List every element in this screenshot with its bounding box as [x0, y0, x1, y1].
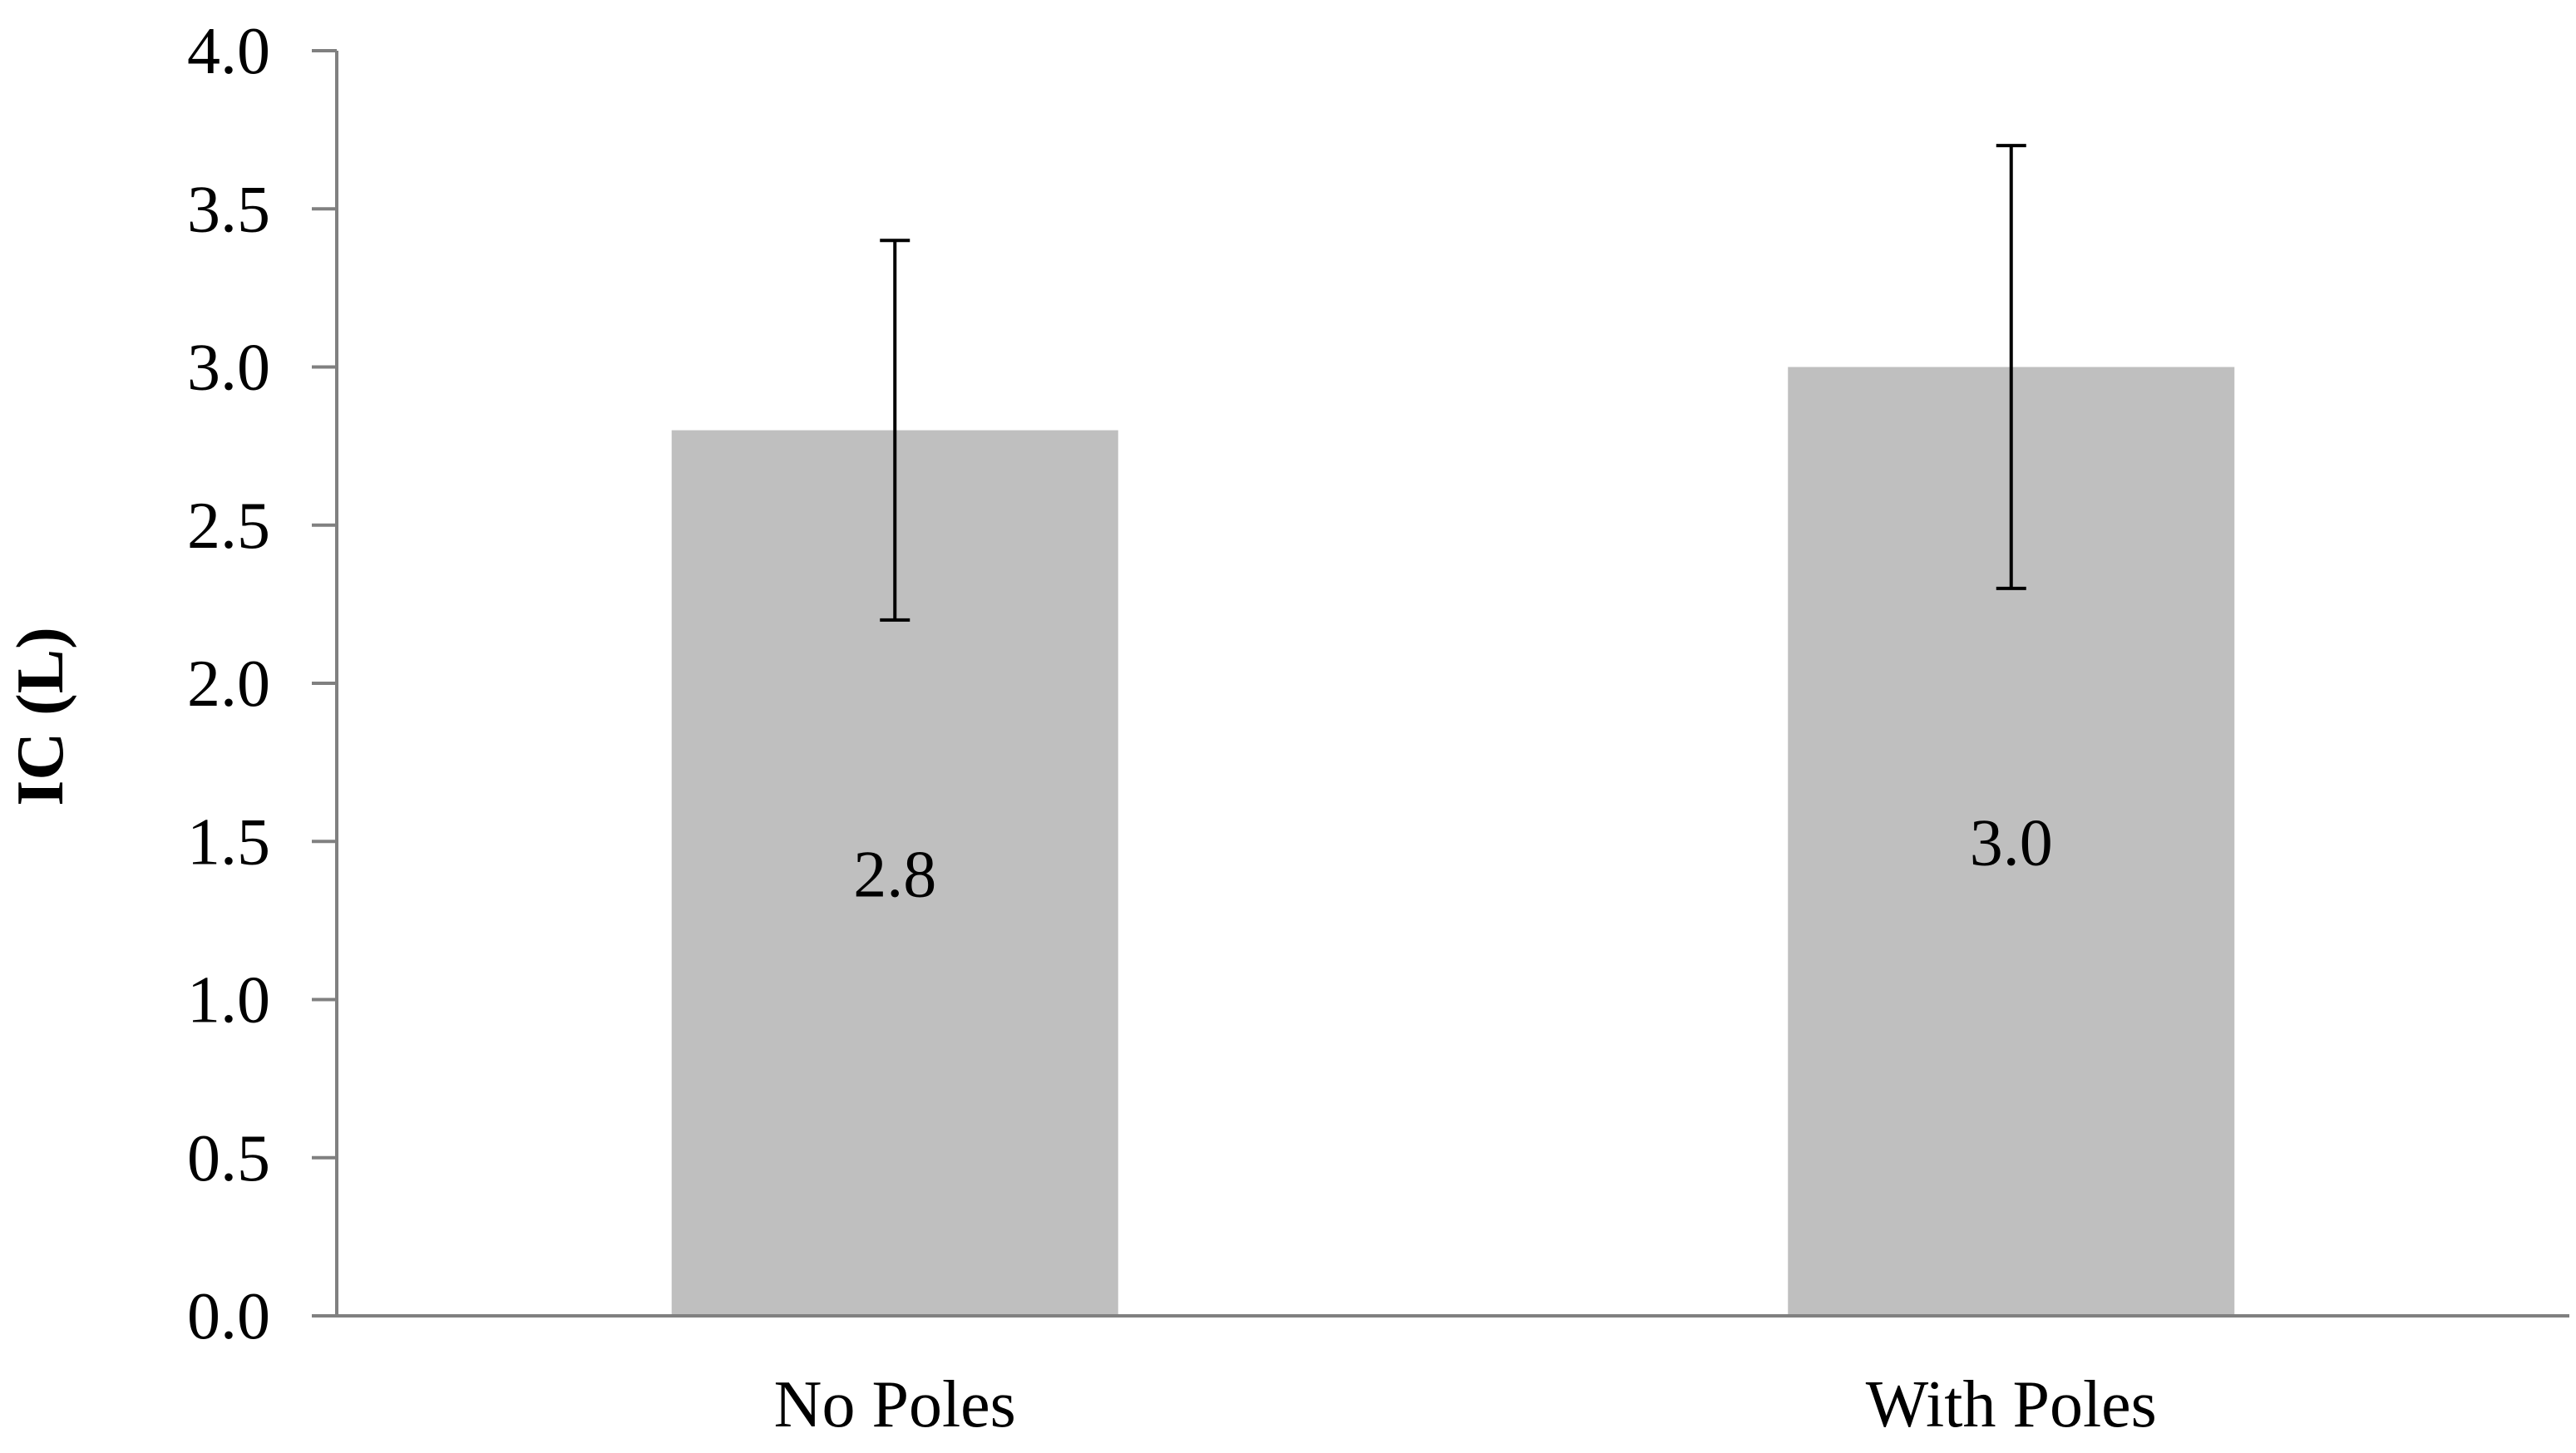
y-tick-label: 2.0 — [187, 648, 270, 721]
error-bar — [1996, 144, 2026, 590]
y-tick-label: 0.5 — [187, 1122, 270, 1195]
y-tick-label: 2.5 — [187, 490, 270, 563]
error-bar — [880, 239, 910, 622]
y-tick-label: 1.5 — [187, 805, 270, 879]
data-labels-group: 2.8 3.0 — [853, 806, 2053, 911]
y-tick-label: 3.5 — [187, 173, 270, 246]
bar-data-label: 3.0 — [1970, 806, 2053, 879]
y-tick-label: 0.0 — [187, 1280, 270, 1353]
bar-data-label: 2.8 — [853, 838, 936, 911]
x-category-label: No Poles — [774, 1368, 1016, 1441]
y-axis-title: IC (L) — [4, 627, 77, 806]
error-bars-group — [880, 144, 2026, 622]
y-tick-label: 3.0 — [187, 332, 270, 405]
y-ticks-group: 0.0 0.5 1.0 1.5 2.0 2.5 3.0 3.5 4.0 — [187, 15, 337, 1353]
y-tick-label: 1.0 — [187, 964, 270, 1037]
y-tick-label: 4.0 — [187, 15, 270, 88]
x-ticks-group: No Poles With Poles — [774, 1368, 2157, 1441]
x-category-label: With Poles — [1866, 1368, 2157, 1441]
